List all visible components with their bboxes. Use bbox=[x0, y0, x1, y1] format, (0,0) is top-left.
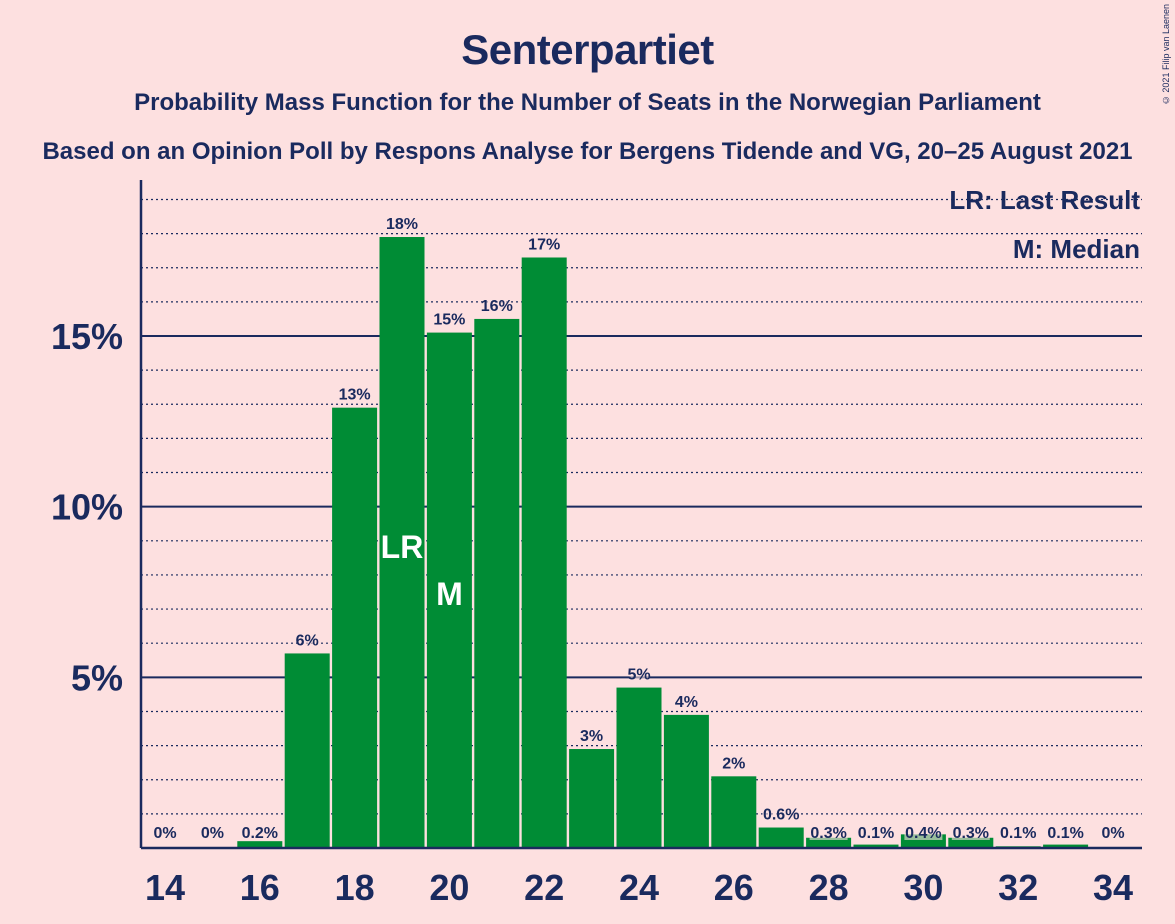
last-result-marker: LR bbox=[381, 529, 424, 565]
value-label-34: 0% bbox=[1101, 825, 1124, 842]
value-label-bg bbox=[809, 824, 848, 840]
value-label-26: 2% bbox=[722, 755, 745, 772]
legend-median: M: Median bbox=[1013, 234, 1140, 264]
value-label-bg bbox=[155, 824, 175, 840]
bar-seats-16 bbox=[237, 841, 283, 848]
x-tick-label: 18 bbox=[335, 867, 375, 908]
x-tick-label: 14 bbox=[145, 867, 185, 908]
value-label-30: 0.4% bbox=[905, 825, 941, 842]
bar-seats-20 bbox=[426, 332, 472, 848]
bar-seats-25 bbox=[663, 714, 709, 848]
value-label-17: 6% bbox=[296, 632, 319, 649]
value-label-24: 5% bbox=[627, 667, 650, 684]
y-tick-label: 10% bbox=[51, 487, 123, 528]
bar-seats-28 bbox=[806, 837, 852, 848]
chart-source-note: Based on an Opinion Poll by Respons Anal… bbox=[42, 138, 1133, 165]
value-label-bg bbox=[581, 727, 602, 744]
value-label-bg bbox=[387, 215, 417, 232]
x-tick-label: 20 bbox=[429, 867, 469, 908]
value-label-20: 15% bbox=[433, 312, 465, 329]
bar-seats-23 bbox=[569, 749, 615, 848]
value-label-bg bbox=[723, 754, 744, 771]
bar-seats-29 bbox=[853, 844, 899, 848]
value-label-bg bbox=[240, 824, 279, 840]
value-label-23: 3% bbox=[580, 728, 603, 745]
value-label-15: 0% bbox=[201, 825, 224, 842]
bar-seats-24 bbox=[616, 687, 662, 848]
value-label-bg bbox=[629, 665, 649, 682]
value-label-bg bbox=[762, 805, 801, 822]
value-label-bg bbox=[202, 824, 223, 840]
x-tick-label: 32 bbox=[998, 867, 1038, 908]
value-label-19: 18% bbox=[386, 216, 418, 233]
value-label-28: 0.3% bbox=[810, 825, 846, 842]
bar-seats-19 bbox=[379, 237, 425, 849]
value-label-bg bbox=[676, 692, 697, 709]
bar-seats-22 bbox=[521, 257, 567, 848]
x-tick-label: 26 bbox=[714, 867, 754, 908]
value-label-21: 16% bbox=[481, 298, 513, 315]
value-label-bg bbox=[857, 824, 895, 840]
legend-last-result: LR: Last Result bbox=[949, 185, 1140, 215]
x-tick-label: 16 bbox=[240, 867, 280, 908]
value-label-32: 0.1% bbox=[1000, 825, 1036, 842]
x-tick-label: 30 bbox=[903, 867, 943, 908]
value-label-29: 0.1% bbox=[858, 825, 894, 842]
median-marker: M bbox=[436, 576, 463, 612]
value-label-bg bbox=[340, 385, 369, 402]
value-label-16: 0.2% bbox=[242, 825, 278, 842]
value-label-22: 17% bbox=[528, 236, 560, 253]
bar-seats-18 bbox=[332, 407, 378, 848]
value-label-14: 0% bbox=[153, 825, 176, 842]
x-tick-label: 34 bbox=[1093, 867, 1133, 908]
bar-seats-17 bbox=[284, 653, 330, 848]
chart-subtitle: Probability Mass Function for the Number… bbox=[134, 89, 1041, 116]
value-label-bg bbox=[1046, 824, 1085, 840]
value-label-25: 4% bbox=[675, 694, 698, 711]
value-label-27: 0.6% bbox=[763, 807, 799, 824]
bar-seats-33 bbox=[1043, 844, 1089, 848]
chart-title: Senterpartiet bbox=[461, 26, 714, 73]
x-tick-label: 24 bbox=[619, 867, 659, 908]
bar-seats-31 bbox=[948, 837, 994, 848]
x-tick-label: 28 bbox=[809, 867, 849, 908]
bar-seats-21 bbox=[474, 318, 520, 848]
value-label-bg bbox=[999, 824, 1038, 840]
x-tick-label: 22 bbox=[524, 867, 564, 908]
value-label-18: 13% bbox=[339, 387, 371, 404]
value-label-bg bbox=[951, 824, 990, 840]
bar-seats-26 bbox=[711, 776, 757, 848]
bar-seats-27 bbox=[758, 827, 804, 848]
y-tick-label: 5% bbox=[71, 657, 123, 698]
value-label-31: 0.3% bbox=[953, 825, 989, 842]
value-label-bg bbox=[297, 631, 318, 648]
y-tick-label: 15% bbox=[51, 316, 123, 357]
value-label-bg bbox=[904, 824, 943, 840]
value-label-bg bbox=[1103, 824, 1123, 840]
value-label-33: 0.1% bbox=[1047, 825, 1083, 842]
value-label-bg bbox=[482, 296, 512, 313]
value-label-bg bbox=[529, 235, 559, 252]
value-label-bg bbox=[435, 310, 464, 327]
